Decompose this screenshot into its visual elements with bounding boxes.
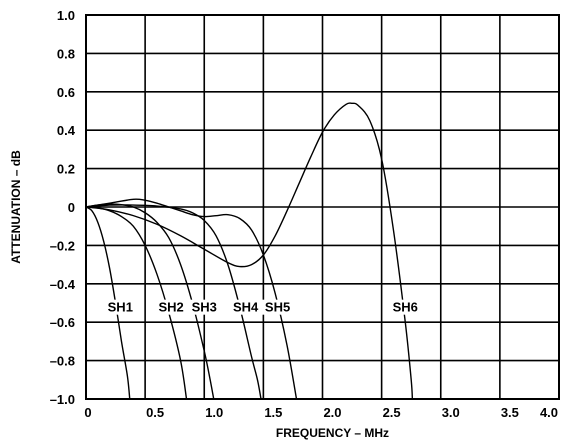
series-label-bg-sh4 [228, 299, 263, 315]
series-label-sh1: SH1 [108, 300, 133, 315]
plot-frame [85, 14, 560, 400]
y-tick-label: 0.8 [57, 46, 75, 61]
x-tick-label: 3.5 [501, 405, 519, 420]
y-tick-label: 0.6 [57, 85, 75, 100]
series-curves [85, 102, 414, 400]
y-tick-labels: 1.0 0.8 0.6 0.4 0.2 0 –0.2 –0.4 –0.6 –0.8 –1.0 [50, 8, 76, 407]
series-label-bg-sh1 [103, 299, 138, 315]
series-label-sh3: SH3 [192, 300, 217, 315]
series-line-sh4 [85, 204, 262, 400]
y-tick-label: –0.4 [50, 277, 76, 292]
x-tick-label: 0 [84, 405, 91, 420]
y-tick-label: 0.2 [57, 162, 75, 177]
x-tick-label: 4.0 [540, 405, 558, 420]
grid [85, 14, 560, 400]
series-label-bg-sh2 [154, 299, 189, 315]
series-label-bg-sh5 [260, 299, 295, 315]
x-tick-label: 1.0 [205, 405, 223, 420]
y-tick-label: –0.6 [50, 315, 75, 330]
y-tick-label: 0.4 [57, 123, 76, 138]
y-tick-label: –1.0 [50, 392, 75, 407]
series-label-sh5: SH5 [265, 300, 290, 315]
x-tick-label: 2.0 [323, 405, 341, 420]
x-axis-label: FREQUENCY – MHz [276, 426, 389, 440]
series-label-sh6: SH6 [393, 300, 418, 315]
series-line-sh3 [85, 203, 215, 400]
x-tick-label: 1.5 [264, 405, 282, 420]
series-label-sh2: SH2 [158, 300, 183, 315]
x-tick-label: 2.5 [383, 405, 401, 420]
series-label-bg-sh3 [187, 299, 222, 315]
y-tick-label: –0.2 [50, 238, 75, 253]
series-line-sh6 [85, 102, 414, 400]
y-tick-label: –0.8 [50, 354, 75, 369]
y-tick-label: 0 [68, 200, 75, 215]
series-line-sh5 [85, 198, 298, 400]
x-tick-labels: 0 0.5 1.0 1.5 2.0 2.5 3.0 3.5 4.0 [84, 405, 558, 420]
series-line-sh1 [85, 206, 131, 400]
y-tick-label: 1.0 [57, 8, 75, 23]
series-labels: SH1 SH2 SH3 SH4 SH5 SH6 [103, 299, 423, 315]
series-label-bg-sh6 [388, 299, 423, 315]
x-tick-label: 3.0 [442, 405, 460, 420]
series-label-sh4: SH4 [233, 300, 259, 315]
x-tick-label: 0.5 [146, 405, 164, 420]
y-axis-label: ATTENUATION – dB [9, 150, 23, 264]
